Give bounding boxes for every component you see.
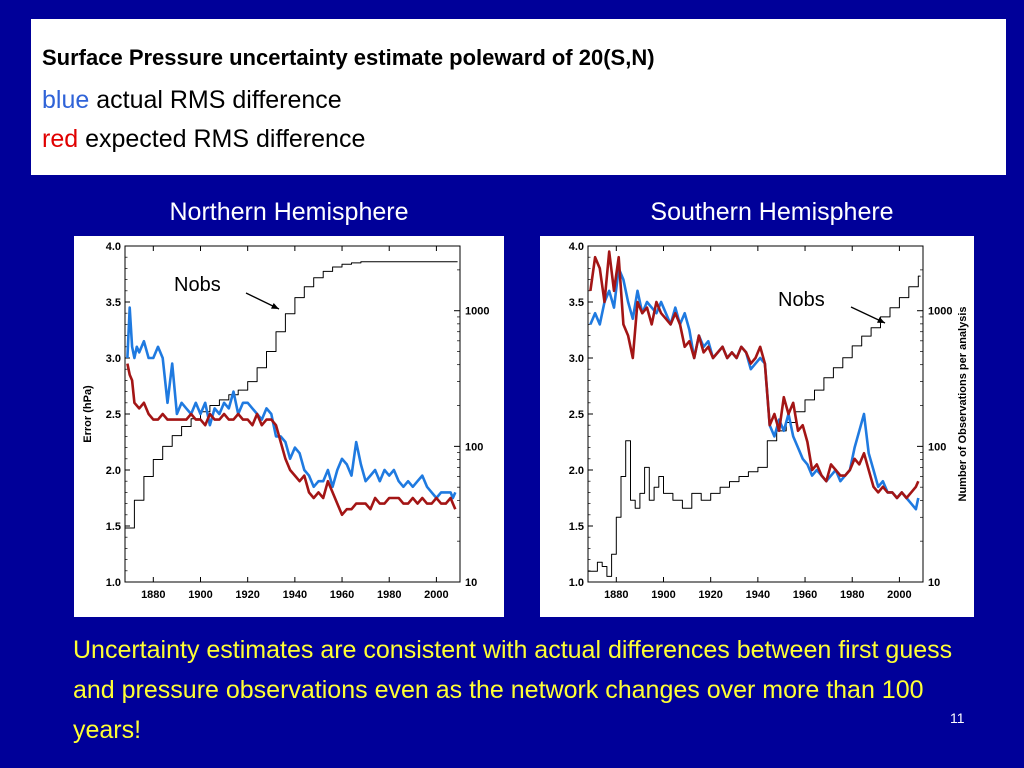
southern-hemisphere-plot: 1880 1900 1920 1940 1960 1980 2000 1.0 1.5 2.0 2.5… [569, 241, 969, 601]
x-tick-label: 1980 [377, 589, 401, 601]
x-tick-label: 1880 [141, 589, 165, 601]
y-tick-label: 2.0 [106, 465, 121, 477]
southern-hemisphere-chart: 1880 1900 1920 1940 1960 1980 2000 1.0 1.5 2.0 2.5… [540, 236, 974, 617]
y-tick-label: 3.0 [569, 353, 584, 365]
legend-text-blue: actual RMS difference [96, 86, 342, 114]
x-tick-label: 1940 [746, 589, 770, 601]
y2-tick-label: 10 [928, 577, 940, 589]
title-box: Surface Pressure uncertainty estimate po… [31, 19, 1006, 175]
y-tick-label: 2.5 [106, 409, 121, 421]
plot-frame [124, 245, 461, 583]
x-tick-label: 2000 [424, 589, 448, 601]
y2-tick-label: 10 [465, 577, 477, 589]
y-tick-label: 3.5 [106, 297, 121, 309]
nobs-arrowhead [877, 317, 885, 323]
x-tick-label: 1920 [235, 589, 259, 601]
nobs-arrowhead [271, 303, 279, 309]
actual-series-line [589, 267, 920, 511]
legend-word-blue: blue [42, 86, 90, 114]
y-tick-label: 2.0 [569, 465, 584, 477]
y-axis-label: Error (hPa) [82, 385, 94, 443]
y2-tick-label: 100 [928, 441, 946, 453]
x-tick-label: 1900 [188, 589, 212, 601]
x-tick-label: 1920 [698, 589, 722, 601]
expected-series-line [589, 250, 920, 500]
southern-hemisphere-title: Southern Hemisphere [650, 198, 894, 226]
legend-word-red: red [42, 125, 79, 153]
x-tick-label: 1980 [840, 589, 864, 601]
northern-hemisphere-plot: 1880 1900 1920 1940 1960 1980 2000 1.0 1.5 2.0 2.5… [82, 241, 489, 601]
y2-axis-label: Number of Observations per analysis [957, 306, 969, 501]
y2-tick-label: 100 [465, 441, 483, 453]
actual-series-line [126, 306, 457, 500]
nobs-series-line [125, 261, 458, 529]
x-tick-label: 1960 [330, 589, 354, 601]
nobs-series-line [588, 275, 921, 577]
slide-number: 11 [950, 710, 965, 726]
nobs-annotation: Nobs [778, 289, 825, 311]
legend-line-red: red expected RMS difference [42, 125, 365, 154]
y-tick-label: 1.5 [106, 521, 121, 533]
x-tick-label: 1940 [283, 589, 307, 601]
y2-tick-label: 1000 [465, 306, 489, 318]
legend-line-blue: blue actual RMS difference [42, 86, 342, 115]
northern-hemisphere-title: Northern Hemisphere [169, 198, 409, 226]
y-tick-label: 3.0 [106, 353, 121, 365]
slide-title: Surface Pressure uncertainty estimate po… [42, 45, 655, 70]
y-tick-label: 1.5 [569, 521, 584, 533]
x-tick-label: 2000 [887, 589, 911, 601]
y-tick-label: 3.5 [569, 297, 584, 309]
x-tick-label: 1900 [651, 589, 675, 601]
y-tick-label: 4.0 [569, 241, 584, 253]
nobs-annotation: Nobs [174, 274, 221, 296]
y-tick-label: 1.0 [106, 577, 121, 589]
legend-text-red: expected RMS difference [85, 125, 366, 153]
y-tick-label: 4.0 [106, 241, 121, 253]
expected-series-line [126, 363, 457, 517]
conclusion-text: Uncertainty estimates are consistent wit… [73, 636, 953, 744]
x-tick-label: 1960 [793, 589, 817, 601]
northern-hemisphere-chart: 1880 1900 1920 1940 1960 1980 2000 1.0 1.5 2.0 2.5… [74, 236, 504, 617]
y-tick-label: 1.0 [569, 577, 584, 589]
y2-tick-label: 1000 [928, 306, 952, 318]
x-tick-label: 1880 [604, 589, 628, 601]
y-tick-label: 2.5 [569, 409, 584, 421]
